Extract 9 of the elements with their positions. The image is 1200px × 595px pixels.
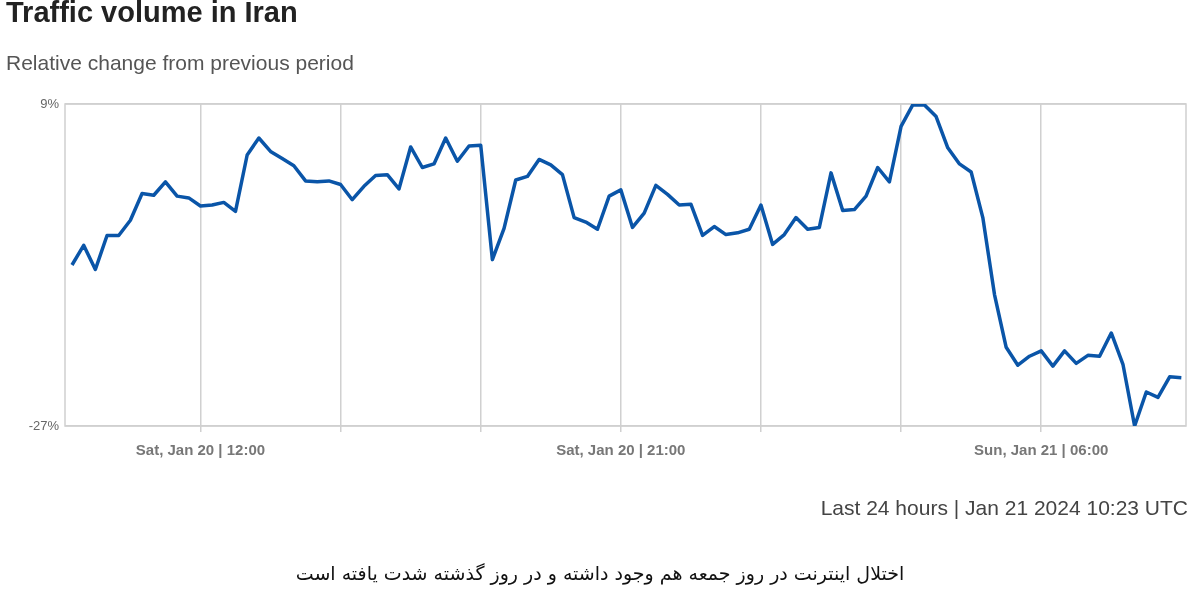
x-tick-label: Sat, Jan 20 | 21:00 (556, 441, 686, 459)
chart-title: Traffic volume in Iran (6, 0, 298, 29)
y-tick-label: 9% (40, 95, 60, 111)
x-tick-label: Sun, Jan 21 | 06:00 (974, 441, 1109, 459)
x-tick-label: Sat, Jan 20 | 12:00 (135, 441, 266, 459)
text: Last 24 hours | Jan 21 2024 10:23 UTC (820, 496, 1188, 520)
chart-subtitle: Relative change from previous period (6, 51, 354, 75)
y-tick-label: -27% (28, 417, 60, 433)
text: اختلال اینترنت در روز جمعه هم وجود داشته و در روز گذشته شدت یافته است (294, 562, 906, 584)
